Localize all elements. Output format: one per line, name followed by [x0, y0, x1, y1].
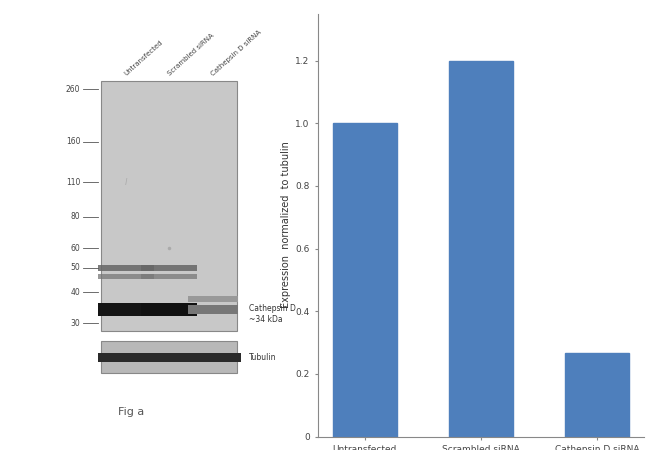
- Text: Scrambled siRNA: Scrambled siRNA: [166, 32, 214, 77]
- Bar: [448, 60, 513, 436]
- Bar: [565, 353, 629, 436]
- Text: 160: 160: [66, 137, 81, 146]
- Bar: [98, 265, 154, 271]
- Text: l: l: [125, 178, 127, 187]
- Bar: [187, 305, 238, 315]
- Bar: [98, 303, 154, 316]
- Bar: [185, 352, 241, 362]
- Text: Untransfected: Untransfected: [123, 39, 164, 77]
- Bar: [141, 352, 198, 362]
- Bar: [187, 296, 238, 302]
- Text: 80: 80: [71, 212, 81, 221]
- Bar: [333, 123, 396, 436]
- Text: 40: 40: [71, 288, 81, 297]
- Bar: [141, 303, 198, 316]
- Text: 110: 110: [66, 178, 81, 187]
- Text: Cathepsin D siRNA: Cathepsin D siRNA: [210, 29, 263, 77]
- Text: Tubulin: Tubulin: [249, 353, 277, 362]
- Bar: [101, 341, 237, 373]
- Y-axis label: Expression  normalized  to tubulin: Expression normalized to tubulin: [281, 142, 291, 308]
- Text: Fig a: Fig a: [118, 407, 144, 418]
- Bar: [141, 274, 198, 279]
- Bar: [98, 274, 154, 279]
- Text: Cathepsin D
~34 kDa: Cathepsin D ~34 kDa: [249, 304, 296, 324]
- Bar: [141, 265, 198, 271]
- Bar: [101, 81, 237, 331]
- Text: 260: 260: [66, 85, 81, 94]
- Text: 60: 60: [71, 243, 81, 252]
- Text: 30: 30: [71, 319, 81, 328]
- Bar: [98, 352, 154, 362]
- Text: 50: 50: [71, 263, 81, 272]
